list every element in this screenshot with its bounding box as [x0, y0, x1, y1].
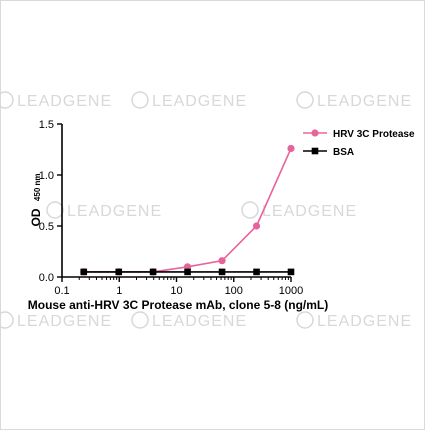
watermark-logo-icon: [0, 91, 14, 109]
watermark-text: LEADGENE: [152, 93, 247, 110]
watermark-text: LEADGENE: [17, 313, 112, 330]
data-point: [80, 268, 88, 276]
svg-text:OD 450 nm: OD 450 nm: [27, 173, 44, 226]
x-tick-label: 100: [225, 285, 243, 297]
legend: HRV 3C Protease BSA: [303, 129, 415, 158]
watermark-logo-icon: [0, 311, 14, 329]
watermark: LEADGENE: [131, 91, 247, 110]
x-axis-label: Mouse anti-HRV 3C Protease mAb, clone 5-…: [28, 298, 329, 312]
watermark-text: LEADGENE: [262, 203, 357, 220]
watermark-logo-icon: [241, 201, 259, 219]
watermark: LEADGENE: [0, 91, 112, 110]
x-tick-label: 1000: [279, 285, 303, 297]
y-axis-label: OD 450 nm: [27, 173, 44, 226]
data-point: [115, 268, 123, 276]
watermark-logo-icon: [296, 311, 314, 329]
data-point: [218, 268, 226, 276]
watermark-text: LEADGENE: [317, 93, 412, 110]
legend-label: BSA: [333, 147, 354, 158]
legend-label: HRV 3C Protease: [333, 129, 415, 140]
data-point: [287, 144, 295, 153]
x-tick-label: 1: [116, 285, 122, 297]
watermark-text: LEADGENE: [152, 313, 247, 330]
y-tick-label: 1.0: [39, 170, 54, 182]
watermark: LEADGENE: [296, 311, 412, 330]
watermark-text: LEADGENE: [17, 93, 112, 110]
legend-marker: [311, 147, 319, 155]
x-tick-label: 0.1: [54, 285, 69, 297]
data-point: [184, 268, 191, 276]
y-axis-label-main: OD: [29, 208, 43, 226]
watermark: LEADGENE: [296, 91, 412, 110]
watermark-layer: LEADGENE LEADGENE LEADGENE LEADGENE LEADGENE…: [0, 91, 412, 330]
watermark: LEADGENE: [46, 201, 162, 220]
y-tick-label: 0.5: [39, 221, 54, 233]
watermark: LEADGENE: [131, 311, 247, 330]
y-axis-label-sub: 450 nm: [33, 173, 42, 201]
watermark-logo-icon: [46, 201, 64, 219]
y-tick-label: 1.5: [39, 119, 54, 131]
y-tick-label: 0.0: [39, 272, 54, 284]
data-point: [253, 268, 260, 276]
series-layer: [80, 144, 295, 276]
watermark-text: LEADGENE: [317, 313, 412, 330]
axes: 0.1 1 10 100 1000 0.0 0.5 1.0 1.5: [39, 119, 304, 297]
data-point: [218, 257, 226, 265]
watermark-logo-icon: [131, 311, 149, 329]
legend-item: HRV 3C Protease: [303, 129, 415, 140]
watermark: LEADGENE: [241, 201, 357, 220]
data-point: [252, 222, 261, 230]
watermark-text: LEADGENE: [67, 203, 162, 220]
data-point: [287, 268, 295, 276]
watermark: LEADGENE: [0, 311, 112, 330]
data-point: [149, 268, 157, 276]
watermark-logo-icon: [296, 91, 314, 109]
legend-item: BSA: [303, 147, 354, 158]
watermark-logo-icon: [131, 91, 149, 109]
legend-marker: [311, 129, 319, 137]
x-tick-label: 10: [170, 285, 182, 297]
data-point: [183, 263, 192, 271]
